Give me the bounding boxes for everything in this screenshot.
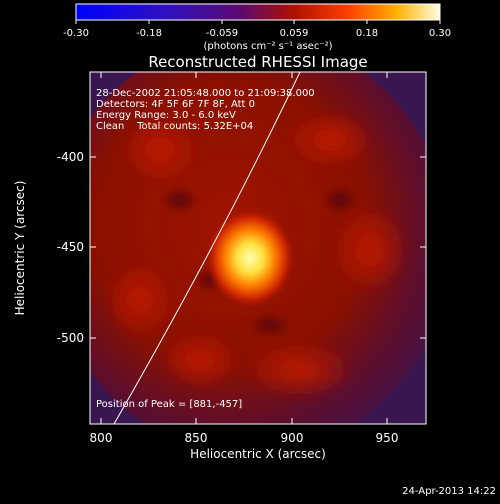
- y-tick-label: -450: [57, 240, 84, 254]
- x-tick-label: 900: [281, 431, 304, 445]
- colorbar-tick-label: 0.30: [429, 28, 451, 39]
- plot-title: Reconstructed RHESSI Image: [148, 53, 367, 71]
- detectors-text: Detectors: 4F 5F 6F 7F 8F, Att 0: [96, 99, 255, 110]
- x-axis-label: Heliocentric X (arcsec): [190, 447, 326, 461]
- timestamp: 24-Apr-2013 14:22: [402, 486, 496, 497]
- colorbar-tick-label: -0.18: [136, 28, 162, 39]
- colorbar-ticks: [75, 20, 441, 24]
- x-tick-label: 850: [185, 431, 208, 445]
- x-tick-label: 950: [376, 431, 399, 445]
- colorbar-tick-label: -0.059: [206, 28, 238, 39]
- time-range-text: 28-Dec-2002 21:05:48.000 to 21:09:38.000: [96, 88, 315, 99]
- x-tick-label: 800: [90, 431, 113, 445]
- rhessi-image: [90, 72, 426, 424]
- clean-counts-text: Clean Total counts: 5.32E+04: [96, 121, 253, 132]
- colorbar-tick-label: 0.18: [356, 28, 378, 39]
- y-tick-label: -400: [57, 150, 84, 164]
- colorbar-unit-label: (photons cm⁻² s⁻¹ asec⁻²): [203, 41, 332, 52]
- solar-limb-line: [113, 72, 301, 424]
- peak-position-text: Position of Peak = [881,-457]: [96, 399, 242, 410]
- plot-frame: [89, 71, 427, 425]
- y-axis-ticks: [90, 156, 426, 339]
- x-axis-ticks: [100, 72, 388, 424]
- flare-peak: [205, 208, 295, 308]
- y-axis-label: Heliocentric Y (arcsec): [13, 181, 27, 316]
- colorbar-tick-label: -0.30: [63, 28, 89, 39]
- y-tick-label: -500: [57, 331, 84, 345]
- energy-range-text: Energy Range: 3.0 - 6.0 keV: [96, 110, 236, 121]
- colorbar: [75, 3, 441, 21]
- colorbar-tick-label: 0.059: [280, 28, 309, 39]
